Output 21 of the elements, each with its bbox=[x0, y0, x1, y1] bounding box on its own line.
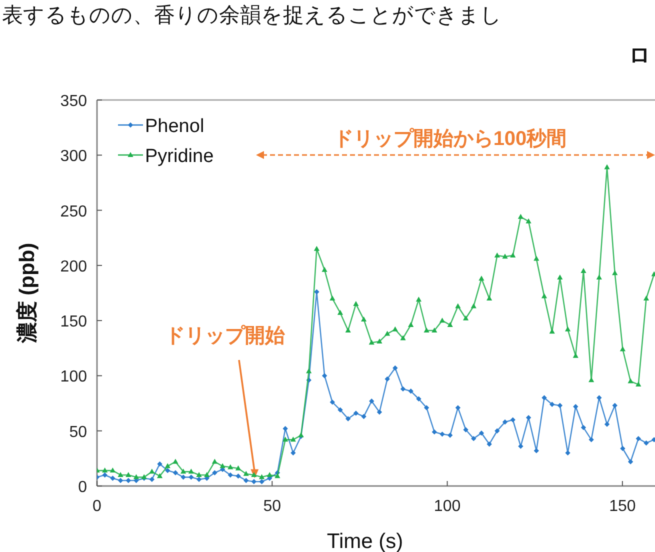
annotation: ドリップ開始 bbox=[165, 325, 285, 478]
x-axis-title: Time (s) bbox=[326, 530, 404, 552]
y-tick-label: 250 bbox=[60, 203, 88, 220]
y-tick-label: 300 bbox=[60, 148, 88, 166]
legend-label: Pyridine bbox=[145, 146, 214, 167]
y-tick-label: 50 bbox=[69, 424, 88, 441]
legend-label: Phenol bbox=[145, 116, 204, 137]
y-tick-label: 0 bbox=[78, 479, 88, 496]
y-tick-label: 200 bbox=[60, 258, 88, 276]
annotation: ドリップ開始 bbox=[165, 324, 286, 347]
x-tick-label: 150 bbox=[609, 498, 636, 515]
y-tick-label: 150 bbox=[60, 314, 88, 331]
x-tick-label: 0 bbox=[92, 498, 102, 515]
y-tick-label: 350 bbox=[60, 93, 88, 110]
text: ロ bbox=[629, 44, 651, 67]
x-tick-label: 50 bbox=[263, 498, 282, 515]
x-tick-label: 100 bbox=[434, 498, 461, 515]
y-tick-label: 100 bbox=[60, 368, 88, 386]
y-axis-title: 濃度 (ppb) bbox=[15, 242, 39, 344]
annotation: ドリップ開始から100秒間 bbox=[333, 127, 567, 150]
text: 表するものの、香りの余韻を捉えることができまし bbox=[2, 4, 502, 27]
